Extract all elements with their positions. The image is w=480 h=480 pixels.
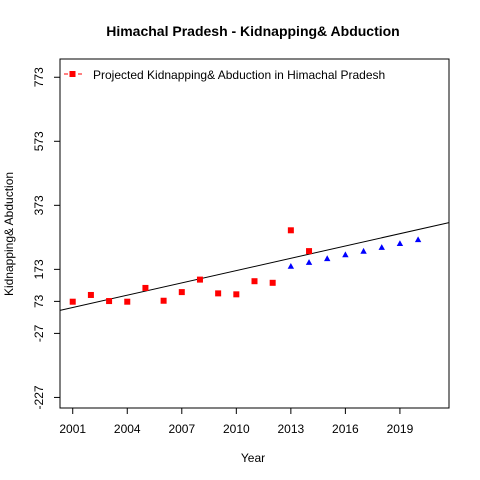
data-point-square xyxy=(142,284,149,291)
x-tick-label: 2013 xyxy=(278,422,305,436)
data-point-triangle xyxy=(342,251,349,258)
data-point-square xyxy=(124,298,131,305)
data-point-square xyxy=(106,298,113,305)
data-point-square xyxy=(233,291,240,298)
x-tick-label: 2016 xyxy=(332,422,359,436)
x-tick-label: 2019 xyxy=(387,422,414,436)
data-point-triangle xyxy=(378,244,385,250)
x-axis-label: Year xyxy=(241,451,265,465)
x-tick-label: 2004 xyxy=(114,422,141,436)
y-tick-label: 173 xyxy=(32,259,46,279)
x-tick-label: 2001 xyxy=(59,422,86,436)
data-point-square xyxy=(269,279,276,286)
y-tick-label: 73 xyxy=(32,294,46,308)
data-point-square xyxy=(287,227,294,234)
y-tick-label: 573 xyxy=(32,131,46,151)
y-axis-label: Kidnapping& Abduction xyxy=(2,172,16,296)
y-tick-label: -27 xyxy=(32,324,46,342)
chart-title: Himachal Pradesh - Kidnapping& Abduction xyxy=(106,23,400,39)
legend: Projected Kidnapping& Abduction in Himac… xyxy=(64,68,385,82)
data-point-square xyxy=(87,291,94,298)
data-point-square xyxy=(160,297,167,304)
data-point-square xyxy=(69,298,76,305)
data-point-square xyxy=(306,248,313,255)
data-point-square xyxy=(178,289,185,296)
x-tick-label: 2010 xyxy=(223,422,250,436)
x-tick-label: 2007 xyxy=(168,422,195,436)
data-point-triangle xyxy=(287,262,295,269)
data-point-square xyxy=(196,276,203,283)
y-tick-label: 373 xyxy=(32,195,46,215)
y-tick-label: 773 xyxy=(32,67,46,87)
data-point-triangle xyxy=(360,247,367,254)
legend-marker xyxy=(69,71,76,77)
data-point-square xyxy=(251,278,258,285)
data-point-triangle xyxy=(305,259,313,265)
data-point-triangle xyxy=(324,255,331,262)
data-point-square xyxy=(215,290,222,297)
data-point-triangle xyxy=(414,236,422,243)
data-point-triangle xyxy=(396,240,404,247)
legend-label: Projected Kidnapping& Abduction in Himac… xyxy=(93,68,385,82)
y-tick-label: -227 xyxy=(32,385,46,409)
trend-line xyxy=(59,222,450,311)
plot-frame xyxy=(59,58,450,409)
